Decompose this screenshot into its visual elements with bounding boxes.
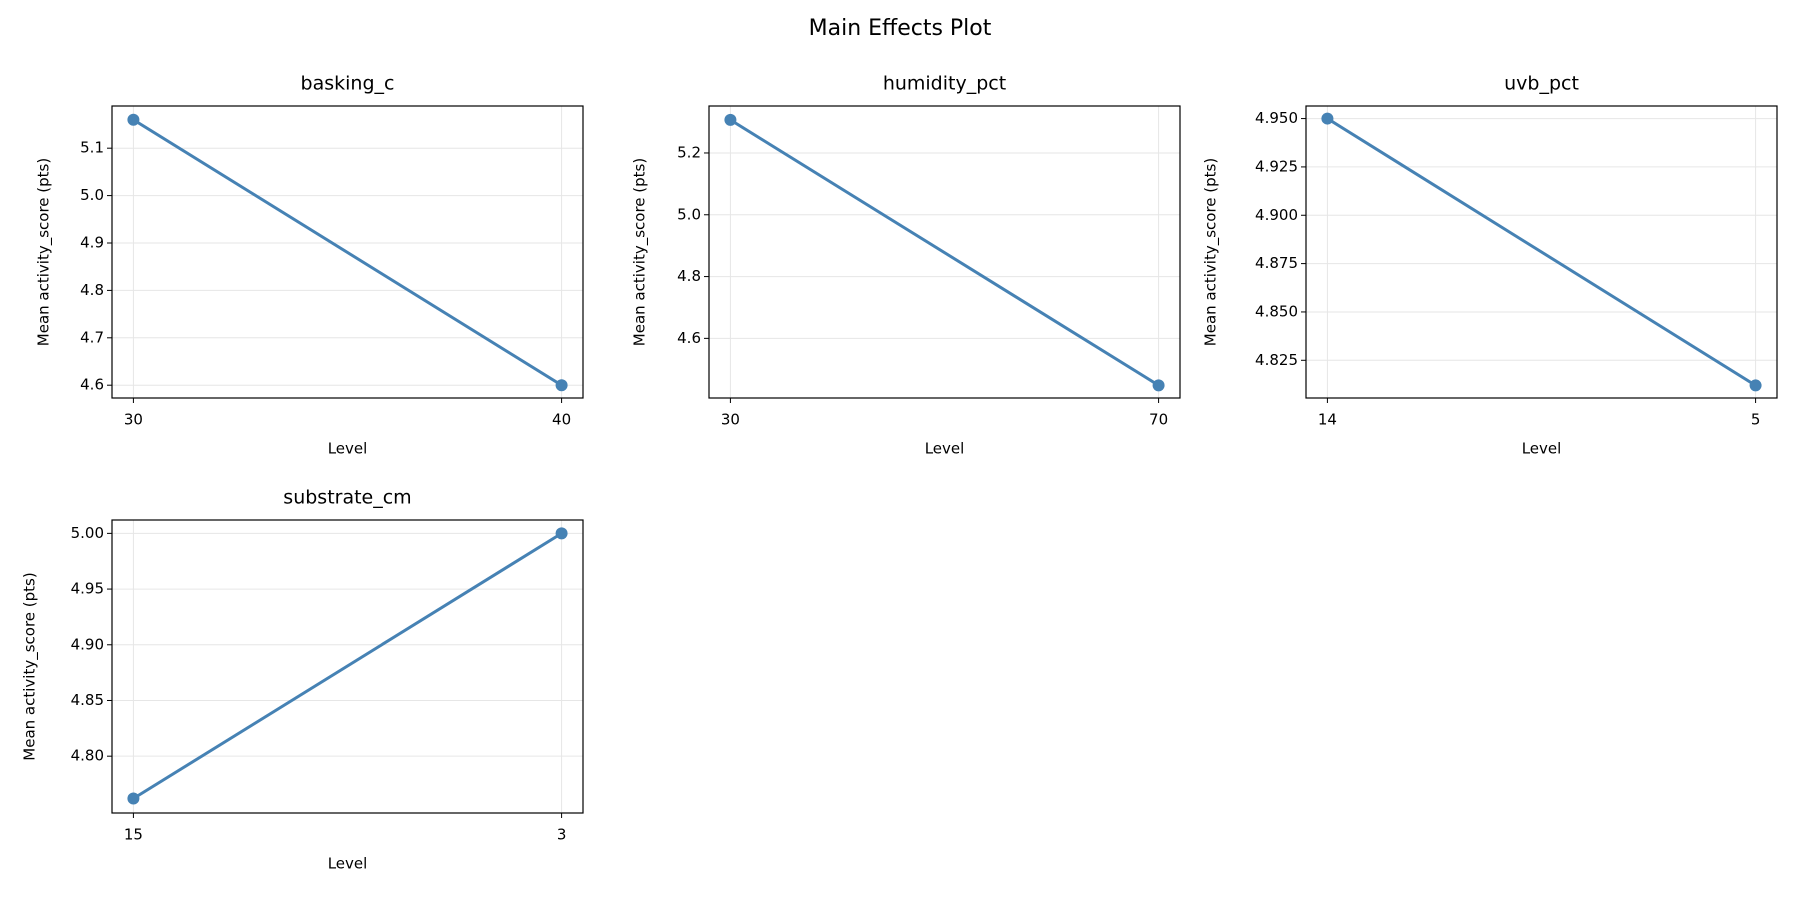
- marker: [1749, 379, 1762, 392]
- y-tick-label: 5.0: [677, 205, 701, 223]
- marker: [127, 113, 140, 126]
- x-tick-label: 30: [721, 411, 740, 429]
- subplot-title: humidity_pct: [883, 73, 1006, 95]
- y-tick-label: 4.9: [80, 233, 104, 251]
- line: [1326, 117, 1757, 387]
- line: [132, 532, 563, 800]
- y-tick-label: 4.875: [1255, 254, 1298, 272]
- y-tick-label: 4.6: [677, 329, 701, 347]
- axes-frame: [111, 105, 584, 399]
- y-axis-label: Mean activity_score (pts): [631, 158, 650, 346]
- y-axis-label: Mean activity_score (pts): [1202, 158, 1221, 346]
- y-tick-label: 5.1: [80, 139, 104, 157]
- y-tick-label: 4.6: [80, 376, 104, 394]
- y-tick-label: 4.825: [1255, 351, 1298, 369]
- x-tick-label: 70: [1149, 411, 1168, 429]
- x-axis-label: Level: [925, 440, 965, 458]
- y-tick-label: 4.900: [1255, 206, 1298, 224]
- axes-frame: [1305, 105, 1778, 399]
- y-tick-label: 5.00: [71, 524, 104, 542]
- axes-frame: [708, 105, 1181, 399]
- x-tick-label: 5: [1751, 411, 1761, 429]
- marker: [555, 379, 568, 392]
- y-tick-label: 4.95: [71, 580, 104, 598]
- marker: [127, 792, 140, 805]
- marker: [1152, 379, 1165, 392]
- y-axis-label: Mean activity_score (pts): [35, 158, 54, 346]
- y-tick-label: 4.90: [71, 635, 104, 653]
- y-tick-label: 4.85: [71, 691, 104, 709]
- y-tick-label: 5.0: [80, 186, 104, 204]
- y-tick-label: 4.7: [80, 328, 104, 346]
- line: [729, 118, 1160, 387]
- y-axis-label: Mean activity_score (pts): [21, 572, 40, 760]
- marker: [724, 113, 737, 126]
- x-tick-label: 15: [124, 826, 143, 844]
- marker: [555, 527, 568, 540]
- y-tick-label: 5.2: [677, 143, 701, 161]
- x-axis-label: Level: [1522, 440, 1562, 458]
- marker: [1321, 112, 1334, 125]
- y-tick-label: 4.950: [1255, 109, 1298, 127]
- x-axis-label: Level: [328, 855, 368, 873]
- line: [132, 118, 563, 387]
- axes-frame: [111, 519, 584, 814]
- subplot-title: basking_c: [301, 73, 395, 95]
- x-tick-label: 3: [557, 826, 567, 844]
- y-tick-label: 4.80: [71, 747, 104, 765]
- y-tick-label: 4.8: [80, 281, 104, 299]
- x-tick-label: 14: [1318, 411, 1337, 429]
- y-tick-label: 4.8: [677, 267, 701, 285]
- subplot-title: uvb_pct: [1504, 73, 1579, 95]
- x-axis-label: Level: [328, 440, 368, 458]
- figure-title: Main Effects Plot: [809, 16, 992, 41]
- subplot-title: substrate_cm: [283, 487, 411, 509]
- y-tick-label: 4.850: [1255, 302, 1298, 320]
- y-tick-label: 4.925: [1255, 157, 1298, 175]
- x-tick-label: 30: [124, 411, 143, 429]
- x-tick-label: 40: [552, 411, 571, 429]
